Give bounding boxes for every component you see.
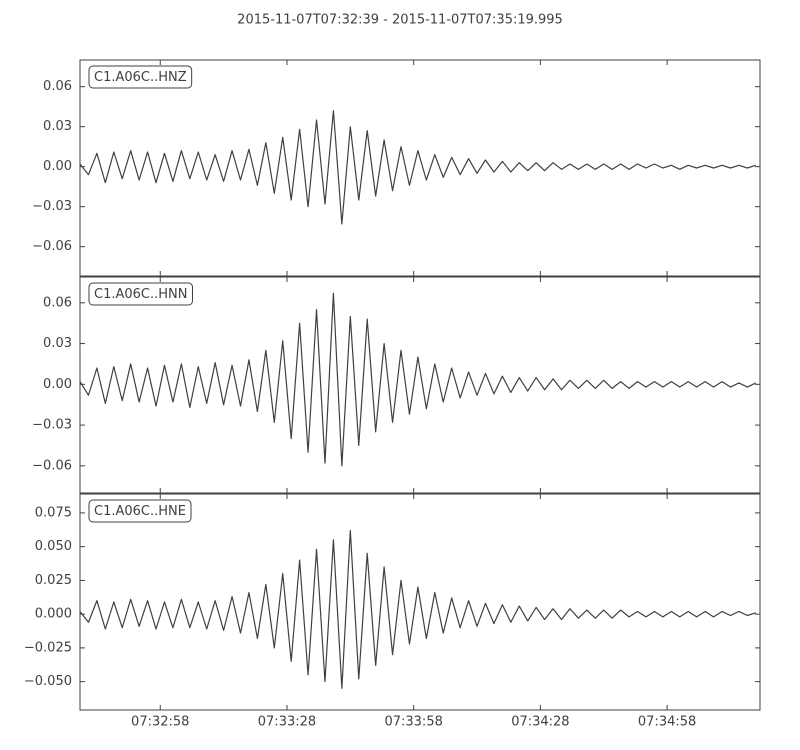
- y-tick-label: 0.00: [43, 159, 72, 174]
- trace-label-box: [88, 499, 192, 523]
- trace-line: [79, 110, 756, 225]
- y-tick-label: −0.03: [32, 199, 72, 214]
- x-tick-label: 07:32:58: [131, 715, 189, 730]
- y-tick-label: −0.050: [24, 674, 72, 689]
- trace-label-box: [88, 282, 193, 306]
- y-tick-label: −0.025: [24, 640, 72, 655]
- y-tick-label: 0.00: [43, 377, 72, 392]
- chart-title: 2015-11-07T07:32:39 - 2015-11-07T07:35:1…: [237, 13, 563, 28]
- y-tick-label: 0.050: [35, 539, 72, 554]
- x-tick-label: 07:33:28: [258, 715, 316, 730]
- y-tick-label: 0.03: [43, 119, 72, 134]
- y-tick-label: −0.06: [32, 239, 72, 254]
- y-tick-label: 0.03: [43, 336, 72, 351]
- y-tick-label: 0.075: [35, 505, 72, 520]
- y-tick-label: 0.025: [35, 573, 72, 588]
- trace-label: C1.A06C..HNN: [94, 287, 187, 302]
- trace-line: [79, 529, 756, 689]
- x-tick-label: 07:33:58: [384, 715, 442, 730]
- panel-frame: [79, 59, 761, 277]
- y-tick-label: −0.03: [32, 418, 72, 433]
- trace-label: C1.A06C..HNE: [94, 504, 186, 519]
- x-tick-label: 07:34:28: [511, 715, 569, 730]
- trace-label: C1.A06C..HNZ: [94, 70, 187, 85]
- trace-line: [79, 292, 757, 467]
- y-tick-label: 0.000: [35, 607, 72, 622]
- trace-label-box: [88, 65, 193, 89]
- panel-frame: [79, 276, 761, 494]
- y-tick-label: −0.06: [32, 458, 72, 473]
- x-tick-label: 07:34:58: [638, 715, 696, 730]
- y-tick-label: 0.06: [43, 79, 72, 94]
- y-tick-label: 0.06: [43, 295, 72, 310]
- panel-frame: [79, 493, 761, 711]
